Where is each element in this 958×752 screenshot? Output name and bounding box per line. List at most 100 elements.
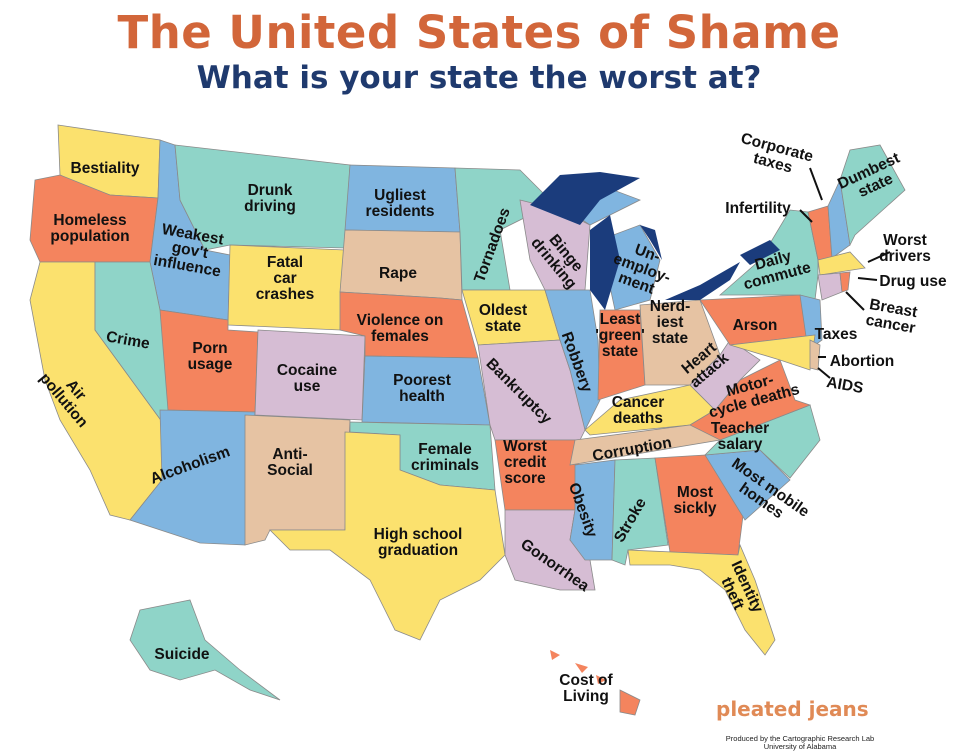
label-or: Homeless population xyxy=(50,212,129,245)
label-wy: Fatal car crashes xyxy=(256,254,315,303)
leader-line xyxy=(857,277,878,281)
leader-line xyxy=(809,167,823,201)
label-ks: Poorest health xyxy=(393,372,451,405)
label-line: Abortion xyxy=(830,353,895,370)
credit-text: Produced by the Cartographic Research La… xyxy=(700,735,900,751)
label-line: Most xyxy=(677,484,713,501)
label-line: Cancer xyxy=(612,394,665,411)
great-lake xyxy=(640,225,662,260)
page-subtitle: What is your state the worst at? xyxy=(196,60,762,96)
label-line: Homeless xyxy=(53,212,126,229)
state-ma xyxy=(817,251,866,276)
hawaii-island xyxy=(575,663,588,673)
label-ia: Oldest state xyxy=(479,302,527,335)
label-line: criminals xyxy=(411,457,479,474)
label-nd: Ugliest residents xyxy=(366,187,435,220)
label-line: Bestiality xyxy=(71,160,140,177)
label-line: use xyxy=(294,378,321,395)
label-line: state xyxy=(602,343,639,360)
state-fl xyxy=(627,543,776,656)
label-line: Worst xyxy=(503,438,547,455)
leader-line xyxy=(867,251,891,263)
label-ct: Breastcancer xyxy=(864,296,919,337)
leader-line xyxy=(845,291,865,311)
label-in: Least'green' state xyxy=(595,311,645,360)
label-line: sickly xyxy=(673,500,716,517)
label-line: Nerd- xyxy=(650,298,690,315)
label-tx: High school graduation xyxy=(374,526,463,559)
great-lake xyxy=(665,262,740,300)
label-line: Infertility xyxy=(725,200,791,217)
label-line: iest xyxy=(657,314,684,331)
state-de xyxy=(809,339,821,371)
label-line: females xyxy=(371,328,429,345)
label-nh: Corporatetaxes xyxy=(735,130,815,181)
label-line: deaths xyxy=(613,410,663,427)
state-tx xyxy=(269,431,506,641)
hawaii-island xyxy=(550,650,560,660)
label-line: Drug use xyxy=(879,273,947,290)
label-md: AIDS xyxy=(825,374,864,397)
state-ak xyxy=(129,599,281,701)
label-oh: Nerd-iest state xyxy=(650,298,690,347)
label-line: gov't xyxy=(171,239,210,262)
label-line: Fatal xyxy=(267,254,303,271)
label-co: Cocaine use xyxy=(277,362,338,395)
label-line: state xyxy=(485,318,522,335)
great-lake xyxy=(740,240,780,265)
label-line: score xyxy=(504,470,546,487)
label-vt: Infertility xyxy=(725,200,791,217)
brand-text: pleated jeans xyxy=(716,697,869,721)
label-ky: Cancer deaths xyxy=(612,394,665,427)
label-line: residents xyxy=(366,203,435,220)
label-hi: Cost of Living xyxy=(559,672,613,705)
label-ne: Violence on females xyxy=(357,312,444,345)
state-wv xyxy=(689,339,761,411)
label-line: crashes xyxy=(256,286,315,303)
label-line: Cost of xyxy=(559,672,613,689)
label-line: Drunk xyxy=(248,182,293,199)
label-line: AIDS xyxy=(825,374,864,397)
label-line: Rape xyxy=(379,265,417,282)
label-ma: Worst drivers xyxy=(879,232,931,265)
leader-line xyxy=(799,209,813,223)
label-line: Least xyxy=(600,311,641,328)
state-me xyxy=(839,144,906,247)
label-line: driving xyxy=(244,198,296,215)
state-ri xyxy=(839,271,851,293)
hawaii-island xyxy=(596,675,606,684)
great-lake xyxy=(590,215,620,310)
label-line: Oldest xyxy=(479,302,527,319)
state-mn xyxy=(454,167,546,291)
label-line: Porn xyxy=(192,340,227,357)
great-lake xyxy=(530,172,640,225)
credit-line-1: Produced by the Cartographic Research La… xyxy=(725,734,875,743)
label-line: Anti- xyxy=(272,446,307,463)
label-line: usage xyxy=(188,356,233,373)
label-line: Teacher xyxy=(711,420,769,437)
label-line: Living xyxy=(563,688,609,705)
label-mt: Drunk driving xyxy=(244,182,296,215)
label-wa: Bestiality xyxy=(71,160,140,177)
label-line: 'green' xyxy=(595,327,645,344)
label-line: Ugliest xyxy=(374,187,426,204)
label-ak: Suicide xyxy=(154,646,210,663)
leader-line xyxy=(817,367,831,379)
label-line: Suicide xyxy=(154,646,210,663)
label-ar: Worst credit score xyxy=(503,438,547,487)
label-line: credit xyxy=(504,454,546,471)
label-ri: Drug use xyxy=(879,273,947,290)
label-de: Abortion xyxy=(830,353,895,370)
label-line: drivers xyxy=(879,248,931,265)
label-line: Female xyxy=(418,441,472,458)
label-line: state xyxy=(652,330,689,347)
label-nm: Anti-Social xyxy=(267,446,313,479)
state-ct xyxy=(817,272,843,301)
page-title: The United States of Shame xyxy=(117,6,841,59)
label-line: Cocaine xyxy=(277,362,338,379)
label-line: Violence on xyxy=(357,312,444,329)
label-line: Taxes xyxy=(815,326,858,343)
state-md xyxy=(729,334,816,371)
